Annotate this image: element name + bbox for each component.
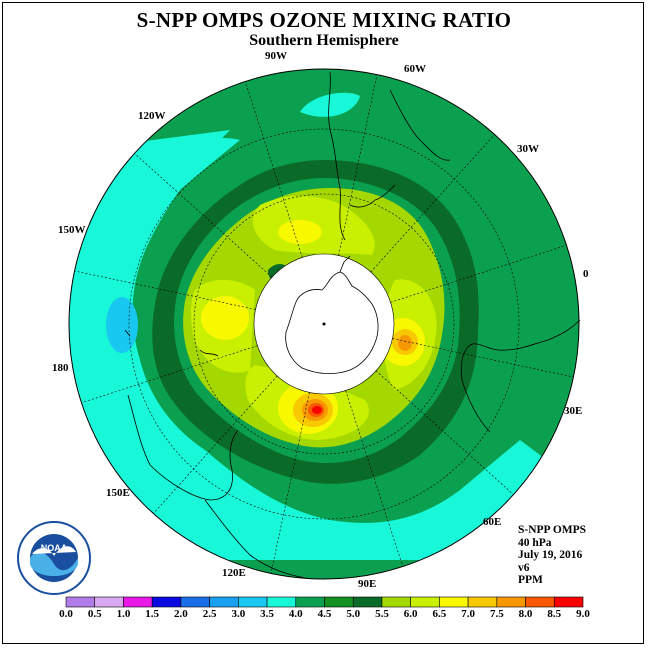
colorbar-tick-label: 0.0 <box>59 608 73 620</box>
colorbar-tick-label: 1.0 <box>116 608 131 620</box>
info-version: v6 <box>518 561 530 574</box>
info-pressure: 40 hPa <box>518 536 552 549</box>
meridian-line <box>345 390 404 567</box>
colorbar-tick-label: 2.5 <box>202 608 217 620</box>
info-block: S-NPP OMPS 40 hPa July 19, 2016 v6 PPM <box>518 524 586 587</box>
lon-label-0: 0 <box>583 268 589 280</box>
meridian-line <box>134 153 273 278</box>
australia-coast <box>127 394 239 501</box>
new-zealand-coast <box>199 349 219 357</box>
meridian-line <box>270 392 310 574</box>
blue-pocket <box>106 297 138 353</box>
yellow-north <box>278 220 322 244</box>
south-america-coast-west <box>328 71 346 241</box>
info-units: PPM <box>518 574 543 587</box>
meridian-line <box>370 134 495 273</box>
lon-label-150e: 150E <box>106 487 130 499</box>
meridian-line <box>81 345 258 404</box>
colorbar-swatch <box>266 596 297 608</box>
lon-label-60w: 60W <box>404 63 426 75</box>
max-east-inner <box>398 335 412 351</box>
low-ozone-region <box>69 130 560 560</box>
south-pole-marker <box>322 322 326 326</box>
colorbar-swatch <box>65 596 96 608</box>
map-boundary <box>68 68 580 580</box>
lon-label-180: 180 <box>52 362 69 374</box>
latitude-circle <box>128 128 520 520</box>
colorbar-tick-label: 2.0 <box>174 608 188 620</box>
meridian-line <box>153 375 278 514</box>
noaa-logo: NOAA <box>17 521 91 595</box>
low-ozone-west-patch <box>69 138 240 215</box>
lon-label-90w: 90W <box>265 50 287 62</box>
meridian-line <box>74 270 256 310</box>
meridian-line <box>390 244 567 303</box>
colorbar-swatch <box>410 596 440 608</box>
colorbar-swatch <box>496 596 526 608</box>
colorbar-swatch <box>238 596 268 608</box>
lon-label-60e: 60E <box>483 516 502 528</box>
lon-label-120w: 120W <box>138 110 166 122</box>
antarctica-outline <box>285 255 379 374</box>
indonesia-coast <box>204 499 306 579</box>
meridian-line <box>244 81 303 258</box>
south-america-coast-east <box>389 89 451 161</box>
yellow-west <box>201 296 249 340</box>
colorbar-tick-label: 5.0 <box>346 608 361 620</box>
colorbar-swatch <box>381 596 411 608</box>
lon-label-30w: 30W <box>517 143 539 155</box>
info-product: S-NPP OMPS <box>518 524 587 536</box>
colorbar-tick-label: 4.5 <box>317 608 332 620</box>
colorbar-tick-label: 8.0 <box>518 608 533 620</box>
meridian-grid <box>74 74 574 574</box>
colorbar-swatch <box>439 596 469 608</box>
meridian-line <box>375 370 514 495</box>
colorbar-tick-label: 7.0 <box>461 608 475 620</box>
info-date: July 19, 2016 <box>518 549 583 562</box>
colorbar-swatch <box>352 596 383 608</box>
lon-label-150w: 150W <box>58 224 86 236</box>
colorbar-tick-label: 3.5 <box>260 608 274 620</box>
colorbar-tick-label: 6.0 <box>403 608 418 620</box>
meridian-line <box>338 74 378 256</box>
map-title: S-NPP OMPS OZONE MIXING RATIO <box>136 8 512 32</box>
colorbar-tick-label: 4.0 <box>288 608 303 620</box>
logo-bird <box>32 546 76 556</box>
colorbar-swatch <box>151 596 182 608</box>
map-subtitle: Southern Hemisphere <box>249 32 399 49</box>
colorbar-swatch <box>209 596 239 608</box>
meridian-line <box>392 338 574 378</box>
colorbar-tick-label: 9.0 <box>576 608 590 620</box>
colorbar-tick-label: 8.5 <box>547 608 562 620</box>
lon-label-120e: 120E <box>222 567 246 579</box>
colorbar-swatch <box>94 596 124 608</box>
latitude-grid <box>128 128 520 520</box>
low-ozone-north-patch <box>300 92 360 117</box>
colorbar-swatch <box>123 596 153 608</box>
latitude-circle <box>193 193 455 455</box>
africa-coast <box>460 319 581 433</box>
logo-text: NOAA <box>41 543 68 553</box>
colorbar <box>65 596 584 608</box>
coastlines <box>124 71 581 579</box>
colorbar-swatch <box>467 596 498 608</box>
colorbar-tick-label: 6.5 <box>432 608 447 620</box>
colorbar-tick-label: 7.5 <box>489 608 504 620</box>
colorbar-swatch <box>180 596 210 608</box>
colorbar-tick-label: 0.5 <box>87 608 102 620</box>
colorbar-tick-label: 3.0 <box>231 608 246 620</box>
colorbar-swatch <box>525 596 555 608</box>
colorbar-swatch <box>295 596 325 608</box>
colorbar-tick-label: 5.5 <box>375 608 389 620</box>
colorbar-swatch <box>324 596 354 608</box>
logo-wave <box>30 551 78 576</box>
colorbar-swatch <box>553 596 584 608</box>
lon-label-90e: 90E <box>358 578 377 590</box>
south-america-tip <box>349 184 396 208</box>
max-south-core <box>312 406 322 414</box>
lon-label-30e: 30E <box>564 405 583 417</box>
colorbar-tick-label: 1.5 <box>145 608 160 620</box>
